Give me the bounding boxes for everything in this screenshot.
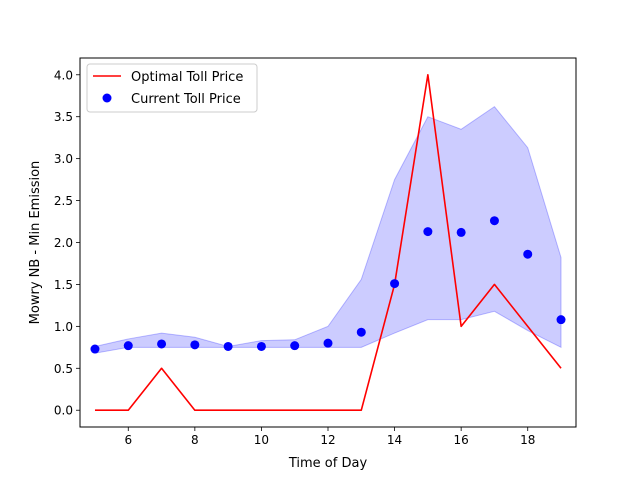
y-tick-label: 0.0 — [54, 404, 73, 418]
current-toll-point — [523, 249, 533, 259]
current-toll-point — [157, 339, 167, 349]
y-axis: 0.0 0.5 1.0 1.5 2.0 2.5 3.0 3.5 4.0 — [54, 68, 80, 418]
current-toll-point — [190, 340, 200, 350]
current-toll-point — [356, 327, 366, 337]
current-toll-point — [556, 315, 566, 325]
optimal-toll-line — [94, 73, 562, 412]
x-tick-label: 14 — [387, 433, 402, 447]
y-tick-label: 3.5 — [54, 110, 73, 124]
y-tick-label: 1.5 — [54, 278, 73, 292]
current-toll-point — [489, 216, 499, 226]
legend-label-current: Current Toll Price — [131, 92, 241, 107]
legend: Optimal Toll Price Current Toll Price — [86, 63, 258, 113]
current-toll-point — [456, 227, 466, 237]
current-toll-point — [223, 341, 233, 351]
current-toll-point — [290, 341, 300, 351]
current-toll-point — [123, 341, 133, 351]
current-toll-point — [90, 344, 100, 354]
x-tick-label: 8 — [191, 433, 199, 447]
current-toll-point — [323, 338, 333, 348]
legend-box — [86, 63, 258, 113]
x-axis: 6 8 10 12 14 16 18 — [124, 427, 535, 447]
current-toll-point — [390, 279, 400, 289]
x-tick-label: 16 — [454, 433, 469, 447]
x-tick-label: 6 — [124, 433, 132, 447]
legend-label-optimal: Optimal Toll Price — [131, 70, 243, 85]
x-tick-label: 18 — [520, 433, 535, 447]
x-axis-label: Time of Day — [288, 456, 368, 471]
plot-area — [90, 73, 566, 412]
y-tick-label: 3.0 — [54, 152, 73, 166]
current-toll-point — [256, 341, 266, 351]
y-tick-label: 0.5 — [54, 362, 73, 376]
legend-marker-swatch — [102, 93, 112, 103]
x-tick-label: 10 — [254, 433, 269, 447]
y-axis-label: Mowry NB - Min Emission — [28, 161, 43, 325]
x-tick-label: 12 — [320, 433, 335, 447]
y-tick-label: 2.5 — [54, 194, 73, 208]
y-tick-label: 2.0 — [54, 236, 73, 250]
current-toll-point — [423, 227, 433, 237]
y-tick-label: 4.0 — [54, 68, 73, 82]
y-tick-label: 1.0 — [54, 320, 73, 334]
